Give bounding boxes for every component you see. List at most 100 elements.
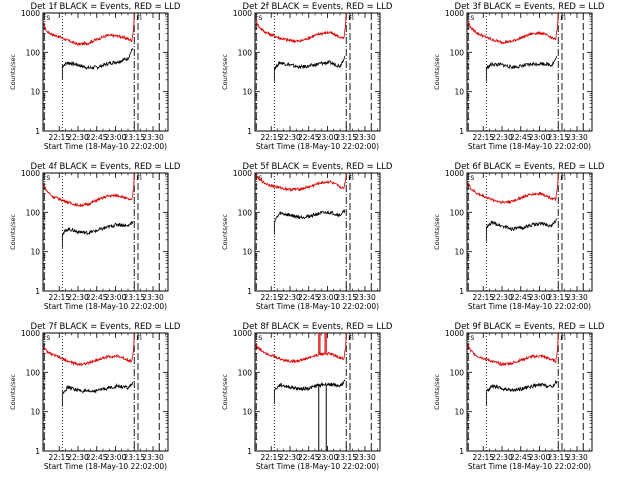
y-tick-label: 100 bbox=[238, 368, 253, 377]
panel-det-1f: Det 1f BLACK = Events, RED = LLD Counts/s… bbox=[9, 2, 181, 151]
x-tick-label: 22:30 bbox=[491, 293, 513, 302]
saa-flag-label: S bbox=[258, 334, 262, 342]
x-tick-label: 22:45 bbox=[298, 293, 320, 302]
panel-title: Det 9f BLACK = Events, RED = LLD bbox=[455, 322, 605, 332]
lld-series-line bbox=[467, 332, 559, 367]
flare-flag-label: Fl bbox=[348, 174, 354, 182]
x-tick-label: 22:45 bbox=[86, 133, 108, 142]
x-tick-label: 23:30 bbox=[566, 293, 588, 302]
x-tick-label: 23:15 bbox=[547, 453, 569, 462]
y-tick-label: 1000 bbox=[445, 9, 464, 18]
x-tick-label: 22:30 bbox=[279, 133, 301, 142]
x-tick-label: 23:00 bbox=[317, 293, 339, 302]
saa-flag-label: S bbox=[46, 14, 50, 22]
y-tick-label: 10 bbox=[242, 408, 252, 417]
lld-series-line bbox=[255, 12, 347, 44]
x-tick-label: 23:15 bbox=[547, 293, 569, 302]
y-axis-title: Counts/sec bbox=[221, 374, 229, 410]
y-axis-title: Counts/sec bbox=[9, 214, 17, 250]
x-tick-label: 23:00 bbox=[529, 293, 551, 302]
x-tick-label: 22:45 bbox=[86, 453, 108, 462]
panel-det-8f: Det 8f BLACK = Events, RED = LLD Counts/s… bbox=[221, 322, 393, 471]
panel-title: Det 4f BLACK = Events, RED = LLD bbox=[31, 162, 181, 172]
y-tick-label: 10 bbox=[454, 248, 464, 257]
y-tick-label: 1000 bbox=[233, 329, 252, 338]
y-tick-label: 1000 bbox=[233, 9, 252, 18]
saa-flag-label: S bbox=[46, 334, 50, 342]
lld-series-line bbox=[43, 12, 135, 47]
flare-flag-label: Fl bbox=[560, 334, 566, 342]
x-tick-label: 23:30 bbox=[354, 293, 376, 302]
plot-frame bbox=[254, 12, 381, 132]
y-tick-label: 100 bbox=[450, 48, 465, 57]
panel-det-3f: Det 3f BLACK = Events, RED = LLD Counts/s… bbox=[433, 2, 605, 151]
x-tick-label: 23:30 bbox=[142, 293, 164, 302]
x-tick-label: 22:30 bbox=[67, 293, 89, 302]
y-tick-label: 1 bbox=[247, 447, 252, 456]
y-axis-title: Counts/sec bbox=[433, 54, 441, 90]
y-axis-title: Counts/sec bbox=[221, 214, 229, 250]
x-axis-title: Start Time (18-May-10 22:02:00) bbox=[256, 142, 379, 151]
y-tick-label: 1 bbox=[35, 127, 40, 136]
y-tick-label: 1 bbox=[459, 127, 464, 136]
x-tick-label: 23:30 bbox=[566, 133, 588, 142]
x-tick-label: 23:30 bbox=[142, 133, 164, 142]
plot-frame bbox=[466, 12, 593, 132]
flare-flag-label: Fl bbox=[560, 174, 566, 182]
events-series-line bbox=[486, 55, 558, 70]
x-tick-label: 22:30 bbox=[491, 453, 513, 462]
events-series-line bbox=[62, 381, 134, 394]
flare-flag-label: Fl bbox=[136, 174, 142, 182]
flare-flag-label: Fl bbox=[560, 14, 566, 22]
saa-flag-label: S bbox=[470, 14, 474, 22]
lld-series-line bbox=[467, 12, 559, 45]
panel-title: Det 8f BLACK = Events, RED = LLD bbox=[243, 322, 393, 332]
x-tick-label: 23:15 bbox=[123, 133, 145, 142]
y-tick-label: 10 bbox=[30, 408, 40, 417]
x-tick-label: 23:00 bbox=[529, 453, 551, 462]
x-tick-label: 22:45 bbox=[298, 133, 320, 142]
flare-flag-label: Fl bbox=[348, 334, 354, 342]
y-tick-label: 1 bbox=[247, 127, 252, 136]
events-series-line bbox=[274, 379, 346, 392]
flare-flag-label: Fl bbox=[136, 334, 142, 342]
x-tick-label: 23:00 bbox=[105, 293, 127, 302]
lld-series-line bbox=[255, 332, 347, 364]
y-tick-label: 100 bbox=[238, 48, 253, 57]
x-axis-title: Start Time (18-May-10 22:02:00) bbox=[44, 142, 167, 151]
y-tick-label: 1000 bbox=[233, 169, 252, 178]
x-axis-title: Start Time (18-May-10 22:02:00) bbox=[468, 302, 591, 311]
x-tick-label: 22:30 bbox=[491, 133, 513, 142]
panel-title: Det 3f BLACK = Events, RED = LLD bbox=[455, 2, 605, 12]
panel-det-6f: Det 6f BLACK = Events, RED = LLD Counts/s… bbox=[433, 162, 605, 311]
y-axis-title: Counts/sec bbox=[9, 374, 17, 410]
y-tick-label: 1000 bbox=[21, 169, 40, 178]
plot-frame bbox=[42, 332, 169, 452]
y-tick-label: 1000 bbox=[21, 329, 40, 338]
y-tick-label: 100 bbox=[238, 208, 253, 217]
panel-title: Det 6f BLACK = Events, RED = LLD bbox=[455, 162, 605, 172]
events-series-line bbox=[486, 218, 558, 232]
x-axis-title: Start Time (18-May-10 22:02:00) bbox=[468, 462, 591, 471]
x-tick-label: 22:30 bbox=[279, 453, 301, 462]
plot-frame bbox=[42, 12, 169, 132]
y-tick-label: 100 bbox=[450, 368, 465, 377]
y-tick-label: 1 bbox=[459, 447, 464, 456]
x-tick-label: 23:15 bbox=[123, 453, 145, 462]
x-tick-label: 23:00 bbox=[317, 453, 339, 462]
y-tick-label: 1 bbox=[459, 287, 464, 296]
x-tick-label: 23:00 bbox=[529, 133, 551, 142]
y-axis-title: Counts/sec bbox=[433, 214, 441, 250]
x-tick-label: 22:45 bbox=[510, 293, 532, 302]
x-tick-label: 22:15 bbox=[260, 293, 282, 302]
x-tick-label: 22:15 bbox=[472, 453, 494, 462]
x-tick-label: 22:15 bbox=[472, 133, 494, 142]
events-series-line bbox=[62, 47, 134, 71]
panel-det-5f: Det 5f BLACK = Events, RED = LLD Counts/s… bbox=[221, 162, 393, 311]
events-series-line bbox=[62, 220, 134, 236]
flare-flag-label: Fl bbox=[348, 14, 354, 22]
saa-flag-label: S bbox=[470, 174, 474, 182]
plot-frame bbox=[466, 172, 593, 292]
x-tick-label: 23:30 bbox=[354, 453, 376, 462]
y-tick-label: 10 bbox=[30, 88, 40, 97]
